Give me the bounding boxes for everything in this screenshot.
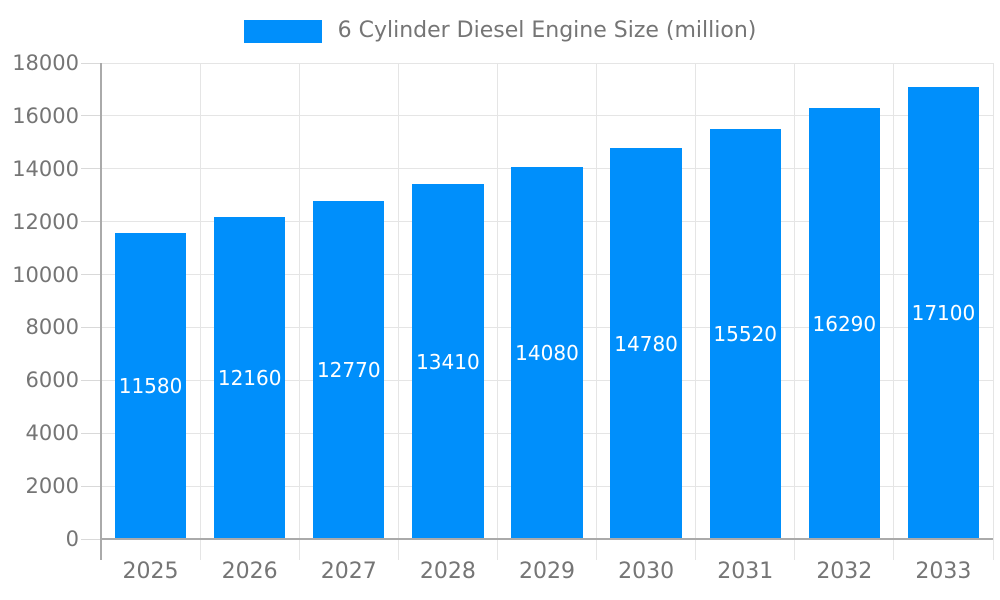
y-axis-tick [81,326,101,328]
bar[interactable]: 15520 [709,128,781,539]
legend-swatch-icon [243,19,322,43]
y-axis-tick [81,485,101,487]
bar[interactable]: 14780 [610,148,682,539]
y-axis-label: 6000 [25,368,79,393]
y-axis-tick [81,274,101,276]
bar-value-label: 15520 [713,321,778,346]
bar-value-label: 12770 [316,358,381,383]
y-axis-label: 4000 [25,421,79,446]
x-gridline [496,63,498,560]
y-axis-tick [81,115,101,117]
x-gridline [794,63,796,560]
y-axis-tick [81,379,101,381]
bar[interactable]: 16290 [808,108,880,539]
y-axis-label: 0 [65,527,79,551]
bar[interactable]: 12160 [213,217,286,539]
bar-value-label: 13410 [416,349,480,374]
x-axis-label: 2029 [518,559,575,584]
bar-value-label: 11580 [118,373,183,398]
y-axis-tick [81,538,101,540]
bar-value-label: 12160 [217,366,282,391]
bar-value-label: 17100 [911,300,976,325]
x-gridline [695,63,697,560]
x-gridline [199,63,201,560]
y-axis-label: 2000 [25,474,79,499]
x-gridline [893,63,895,560]
y-axis-label: 8000 [25,315,79,340]
y-axis-tick [81,221,101,223]
x-gridline [596,63,598,560]
x-gridline [298,63,300,560]
x-gridline [992,63,994,560]
y-axis-label: 12000 [12,209,79,234]
legend[interactable]: 6 Cylinder Diesel Engine Size (million) [0,18,1000,44]
x-axis-label: 2030 [618,559,675,584]
y-axis-tick [81,168,101,170]
bar[interactable]: 11580 [114,232,187,539]
bar-value-label: 14780 [614,331,678,356]
x-axis-line [101,538,993,540]
bar[interactable]: 14080 [511,166,583,539]
y-axis-line [100,63,102,560]
bar[interactable]: 17100 [907,86,980,539]
y-gridline [101,62,993,64]
bar[interactable]: 12770 [313,201,385,539]
bar-value-label: 14080 [515,340,579,365]
x-gridline [397,63,399,560]
y-axis-label: 14000 [12,156,79,181]
y-axis-tick [81,432,101,434]
x-axis-label: 2027 [320,559,377,584]
y-axis-label: 18000 [12,51,79,75]
y-gridline [101,115,993,117]
bar-value-label: 16290 [812,311,877,336]
x-axis-label: 2028 [419,559,476,584]
x-axis-label: 2033 [915,559,972,584]
x-axis-label: 2031 [717,559,774,584]
bar[interactable]: 13410 [412,184,484,539]
y-axis-label: 10000 [12,262,79,287]
y-axis-tick [81,62,101,64]
x-axis-label: 2026 [221,559,278,584]
x-axis-label: 2032 [816,559,873,584]
x-axis-label: 2025 [122,559,179,584]
legend-label: 6 Cylinder Diesel Engine Size (million) [337,18,757,43]
y-axis-label: 16000 [12,103,79,128]
